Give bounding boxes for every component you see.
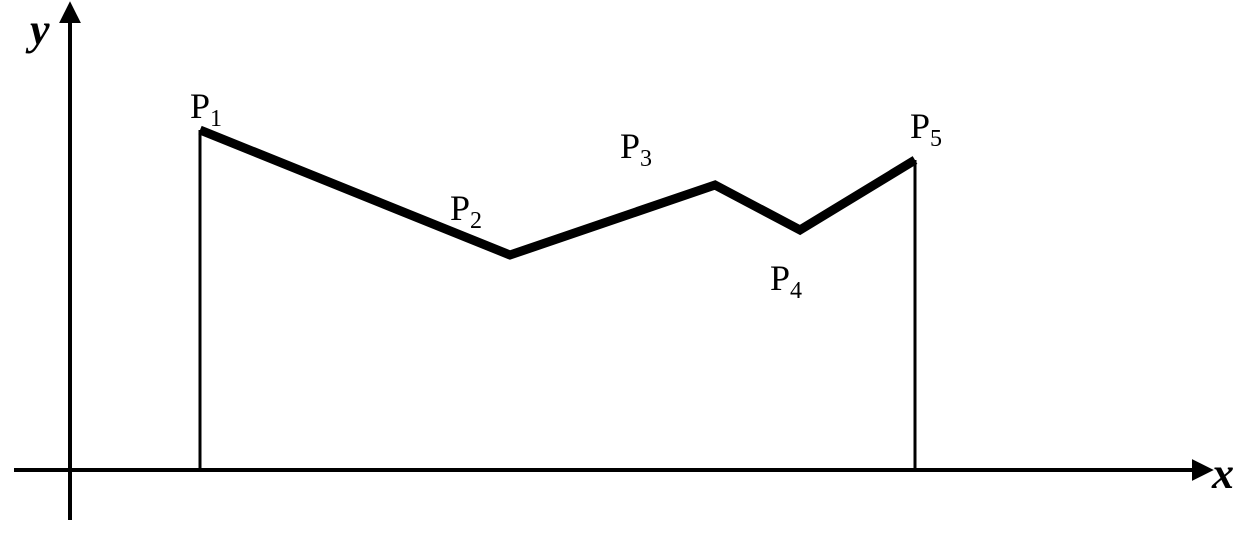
diagram-canvas: x y P1 P2 P3 P4 P5 bbox=[0, 0, 1240, 533]
point-label-p1: P1 bbox=[190, 86, 222, 132]
point-label-p4: P4 bbox=[770, 258, 802, 304]
y-axis-label: y bbox=[25, 5, 50, 54]
x-axis-label: x bbox=[1211, 449, 1234, 498]
point-label-p5: P5 bbox=[910, 106, 942, 152]
data-polyline bbox=[200, 130, 915, 255]
point-label-p3: P3 bbox=[620, 126, 652, 172]
point-label-p2: P2 bbox=[450, 188, 482, 234]
